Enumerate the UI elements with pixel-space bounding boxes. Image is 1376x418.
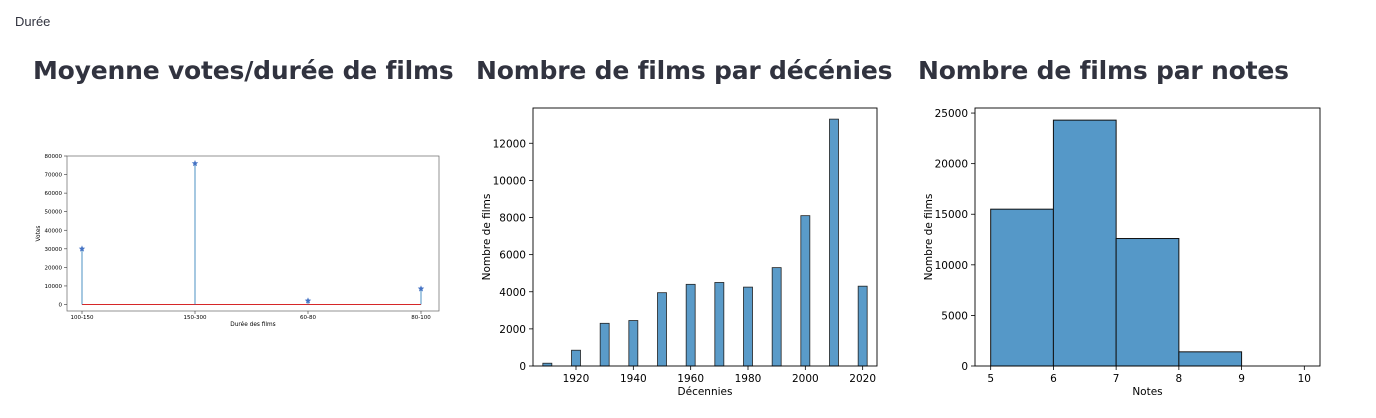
y-tick-label: 0 [59, 303, 63, 309]
chart-heading-decades: Nombre de films par décénies [476, 56, 893, 85]
plot-frame [66, 155, 440, 312]
y-tick-label: 30000 [45, 247, 63, 253]
y-tick-label: 60000 [45, 191, 63, 197]
x-tick-label: 2020 [849, 373, 876, 385]
y-tick-label: 6000 [499, 250, 526, 262]
stem-marker [191, 160, 199, 167]
y-tick-label: 2000 [499, 324, 526, 336]
x-tick-label: 80-100 [411, 315, 431, 321]
y-tick-label: 20000 [45, 265, 63, 271]
y-tick-label: 15000 [935, 209, 968, 221]
y-tick-label: 40000 [45, 228, 63, 234]
y-axis-label: Votes [36, 226, 42, 242]
y-tick-label: 0 [519, 361, 526, 373]
x-tick-label: 1940 [620, 373, 647, 385]
x-axis-label: Durée des films [230, 321, 275, 328]
x-tick-label: 150-300 [184, 315, 207, 321]
x-tick-label: 5 [987, 373, 994, 385]
histogram-bar [1178, 351, 1243, 367]
y-tick-label: 80000 [45, 154, 63, 160]
y-tick-label: 0 [961, 361, 968, 373]
y-axis-label: Nombre de films [923, 194, 935, 281]
y-tick-label: 50000 [45, 210, 63, 216]
y-tick-label: 5000 [941, 310, 968, 322]
histogram-bar [1115, 238, 1180, 367]
y-axis-label: Nombre de films [481, 194, 493, 281]
stem-marker [417, 285, 425, 292]
y-tick-label: 12000 [493, 138, 526, 150]
y-tick-label: 25000 [935, 108, 968, 120]
tab-label[interactable]: Durée [15, 14, 51, 29]
chart-heading-ratings: Nombre de films par notes [918, 56, 1289, 85]
stem-marker [78, 245, 86, 252]
stem-marker [304, 297, 312, 304]
plot-frame [974, 107, 1321, 367]
y-tick-label: 20000 [935, 159, 968, 171]
x-tick-label: 1960 [677, 373, 704, 385]
x-tick-label: 9 [1238, 373, 1245, 385]
y-tick-label: 4000 [499, 287, 526, 299]
histogram-bar [1052, 119, 1117, 367]
x-axis-label: Notes [1132, 386, 1162, 398]
x-tick-label: 8 [1176, 373, 1183, 385]
histogram-bar [990, 208, 1054, 367]
x-tick-label: 7 [1113, 373, 1120, 385]
x-tick-label: 100-150 [71, 315, 94, 321]
x-tick-label: 60-80 [300, 315, 316, 321]
y-tick-label: 70000 [45, 173, 63, 179]
y-tick-label: 10000 [493, 175, 526, 187]
x-tick-label: 6 [1050, 373, 1057, 385]
y-tick-label: 8000 [499, 213, 526, 225]
x-tick-label: 1980 [735, 373, 762, 385]
y-tick-label: 10000 [935, 260, 968, 272]
x-tick-label: 1920 [563, 373, 590, 385]
x-axis-label: Décennies [678, 386, 733, 398]
x-tick-label: 10 [1298, 373, 1311, 385]
chart-heading-votes: Moyenne votes/durée de films [33, 56, 454, 85]
y-tick-label: 10000 [45, 284, 63, 290]
x-tick-label: 2000 [792, 373, 819, 385]
plot-frame [532, 107, 878, 367]
